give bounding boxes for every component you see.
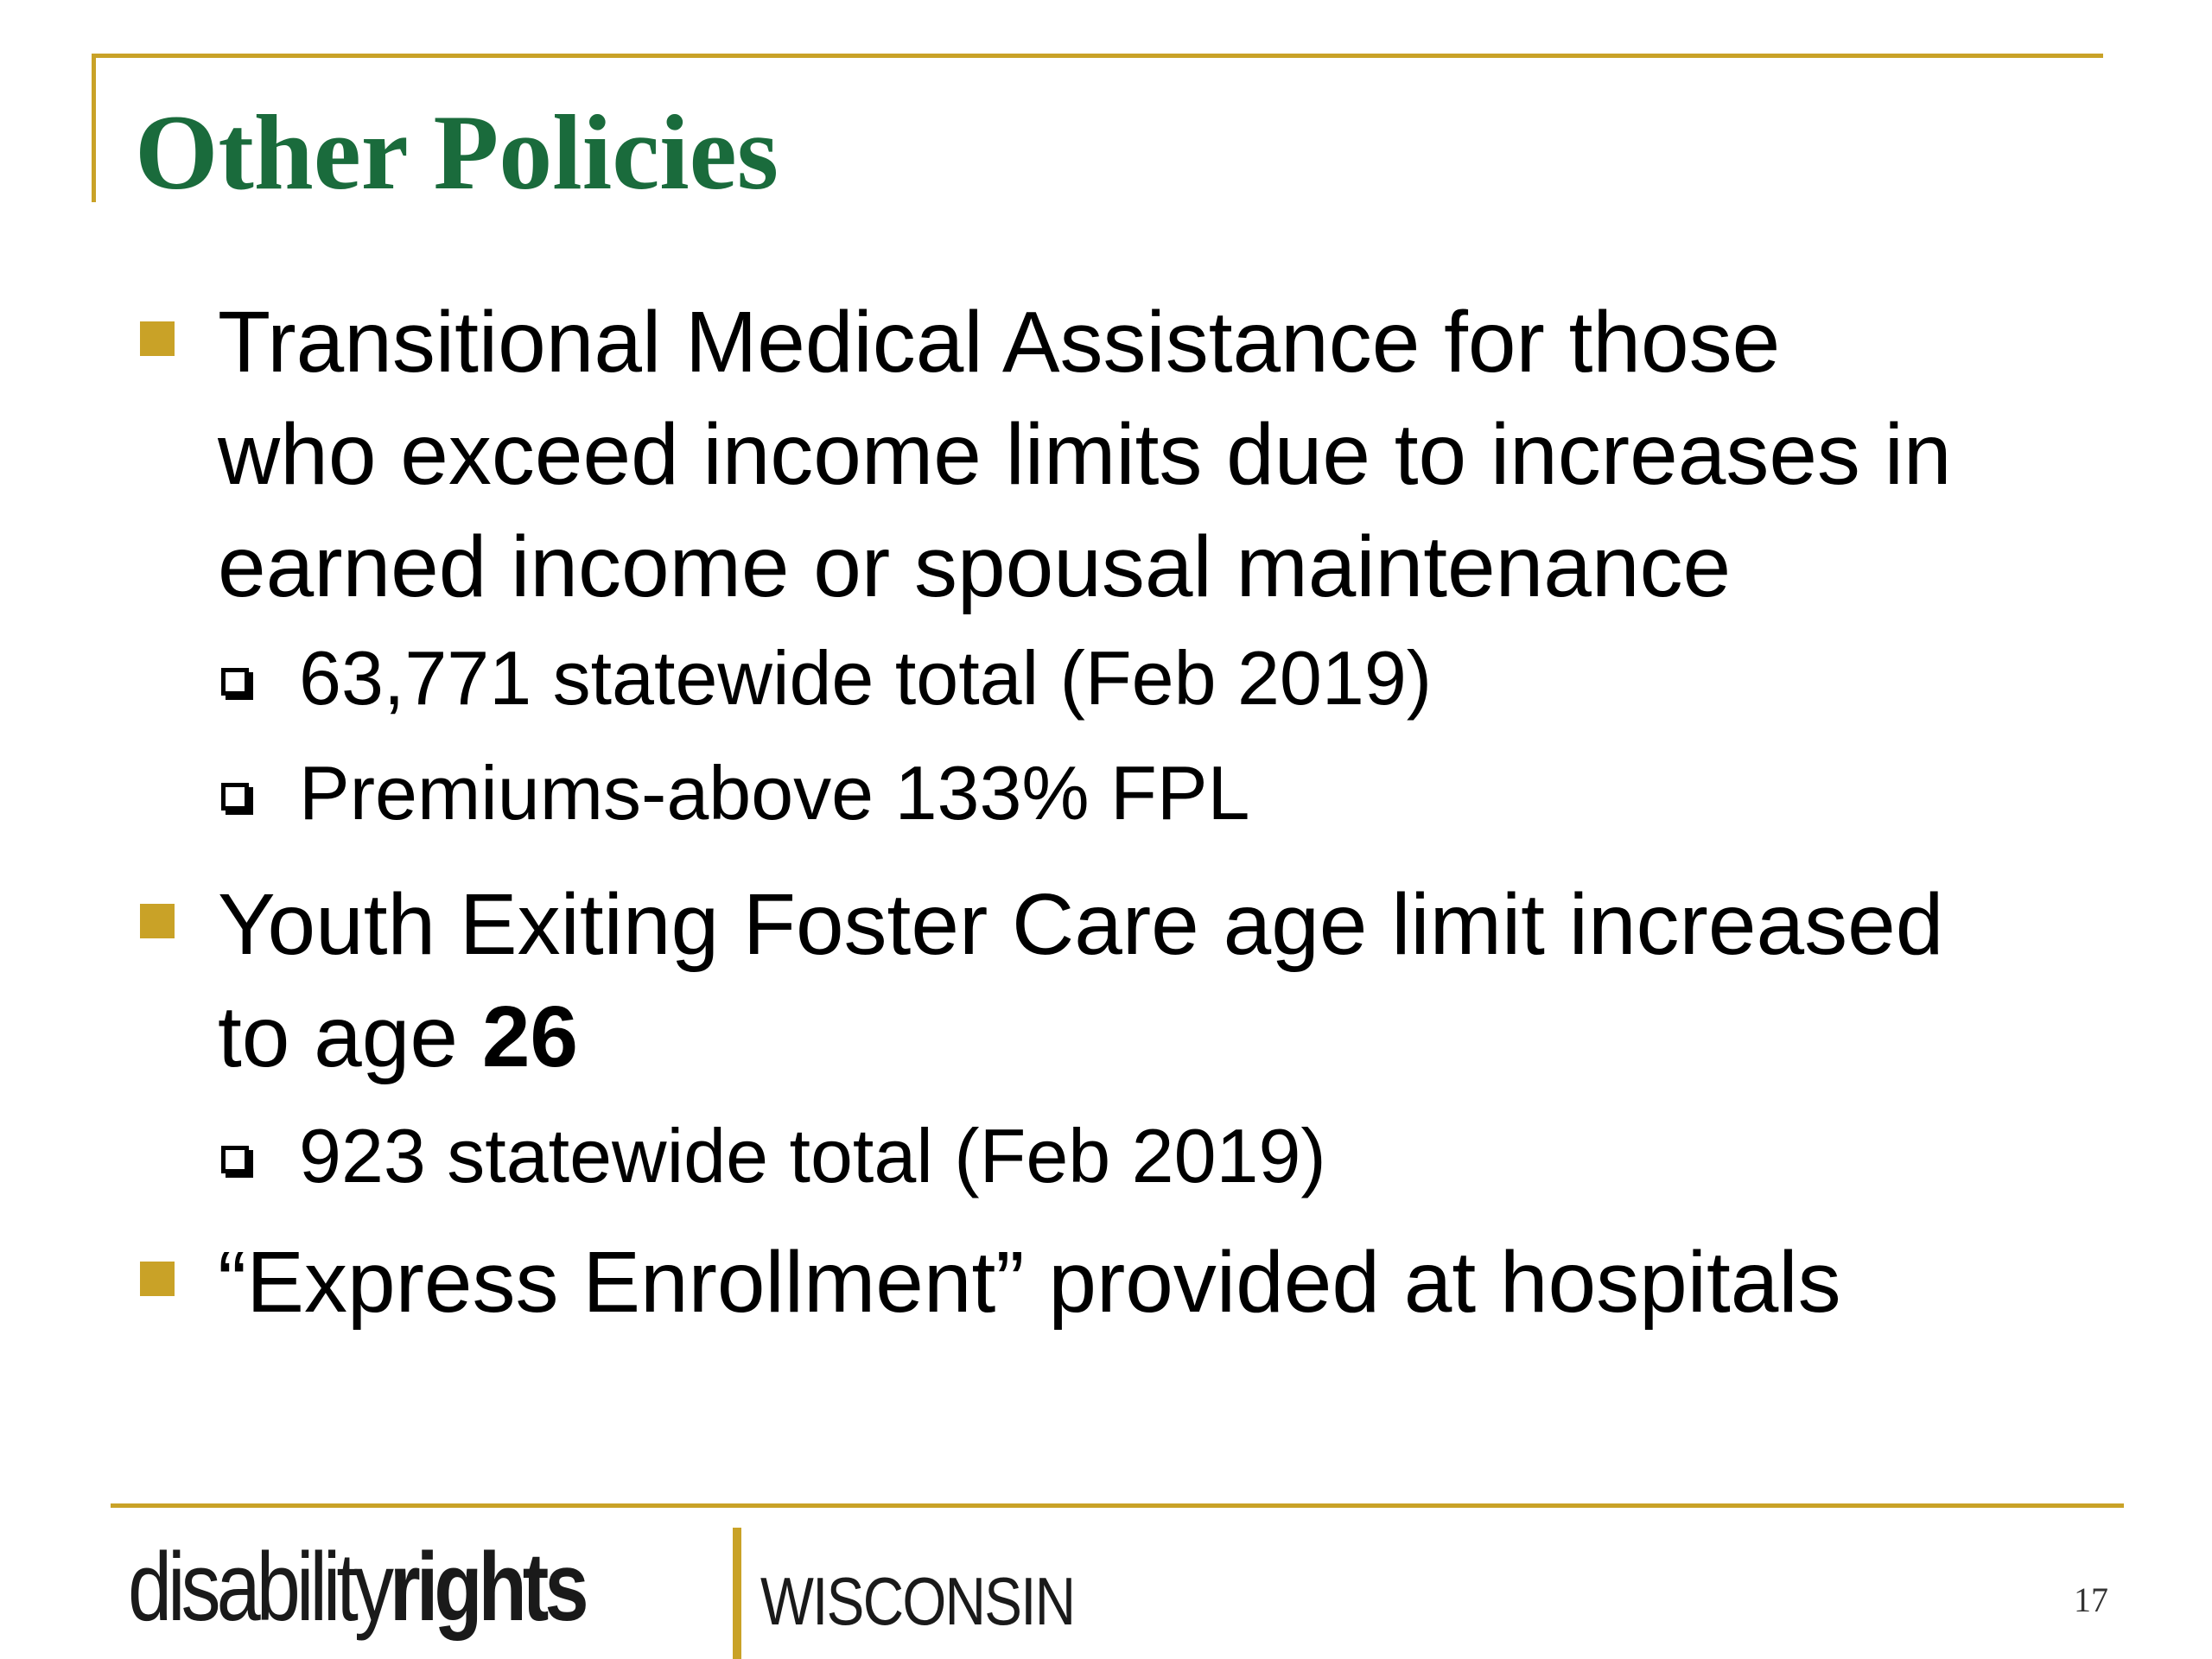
logo-divider-bar: [733, 1528, 741, 1659]
hollow-square-bullet-icon: [221, 783, 249, 810]
sub-bullet-text: 63,771 statewide total (Feb 2019): [299, 635, 1433, 721]
gold-square-bullet-icon: [140, 1262, 175, 1296]
bullet-text-line: who exceed income limits due to increase…: [218, 406, 1952, 503]
hollow-square-bullet-icon: [221, 668, 249, 696]
hollow-square-bullet-icon: [221, 1146, 249, 1173]
footer-rule: [111, 1503, 2124, 1508]
age-limit-value: 26: [481, 988, 579, 1085]
logo-rights-text: rights: [390, 1533, 589, 1641]
bullet-text-line: Transitional Medical Assistance for thos…: [218, 294, 1781, 391]
logo-wordmark: disabilityrights: [128, 1531, 589, 1643]
sub-bullet-text: Premiums-above 133% FPL: [299, 750, 1250, 836]
bullet-text-line: Youth Exiting Foster Care age limit incr…: [218, 876, 1944, 973]
gold-square-bullet-icon: [140, 904, 175, 938]
slide-title: Other Policies: [135, 93, 779, 212]
gold-square-bullet-icon: [140, 321, 175, 356]
disability-rights-wisconsin-logo: disabilityrights WISCONSIN: [128, 1528, 1165, 1659]
bullet-text-line: earned income or spousal maintenance: [218, 518, 1732, 615]
logo-disability-text: disability: [128, 1533, 394, 1641]
age-limit-prefix: to age: [218, 988, 482, 1085]
logo-wisconsin-text: WISCONSIN: [760, 1563, 1076, 1639]
title-frame-left-rule: [92, 54, 96, 202]
sub-bullet-text: 923 statewide total (Feb 2019): [299, 1113, 1326, 1198]
bullet-text-line: to age 26: [218, 980, 2119, 1094]
title-frame-top-rule: [92, 54, 2103, 58]
bullet-text-line: “Express Enrollment” provided at hospita…: [218, 1234, 1841, 1331]
page-number: 17: [2074, 1580, 2108, 1619]
